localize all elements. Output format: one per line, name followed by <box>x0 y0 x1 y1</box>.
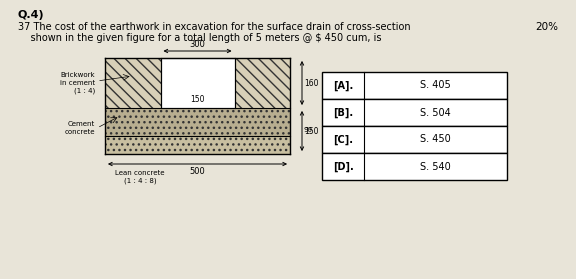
Text: shown in the given figure for a total length of 5 meters @ $ 450 cum, is: shown in the given figure for a total le… <box>18 33 381 43</box>
Text: 150: 150 <box>190 95 204 105</box>
Text: 90: 90 <box>304 127 313 133</box>
Text: Brickwork
in cement
(1 : 4): Brickwork in cement (1 : 4) <box>60 72 95 94</box>
Text: [C].: [C]. <box>333 134 353 145</box>
Text: 160: 160 <box>304 78 319 88</box>
Text: [D].: [D]. <box>332 161 353 172</box>
Text: S. 450: S. 450 <box>420 134 451 145</box>
Text: [B].: [B]. <box>333 107 353 118</box>
Text: Cement
concrete: Cement concrete <box>65 121 95 135</box>
Text: 300: 300 <box>190 40 206 49</box>
Text: [A].: [A]. <box>333 80 353 91</box>
Bar <box>105 58 290 108</box>
Bar <box>322 72 507 99</box>
Bar <box>322 153 507 180</box>
Text: S. 540: S. 540 <box>420 162 451 172</box>
Bar <box>105 136 290 154</box>
Text: S. 405: S. 405 <box>420 81 451 90</box>
Bar <box>322 99 507 126</box>
Text: 500: 500 <box>190 167 206 176</box>
Bar <box>105 108 290 136</box>
Text: 37 The cost of the earthwork in excavation for the surface drain of cross-sectio: 37 The cost of the earthwork in excavati… <box>18 22 411 32</box>
Text: Q.4): Q.4) <box>18 10 44 20</box>
Bar <box>234 58 290 108</box>
Text: Lean concrete
(1 : 4 : 8): Lean concrete (1 : 4 : 8) <box>115 170 165 184</box>
Text: 20%: 20% <box>535 22 558 32</box>
Text: 150: 150 <box>304 126 319 136</box>
Bar <box>322 126 507 153</box>
Bar <box>161 58 234 108</box>
Text: S. 504: S. 504 <box>420 107 451 117</box>
Bar <box>105 58 161 108</box>
